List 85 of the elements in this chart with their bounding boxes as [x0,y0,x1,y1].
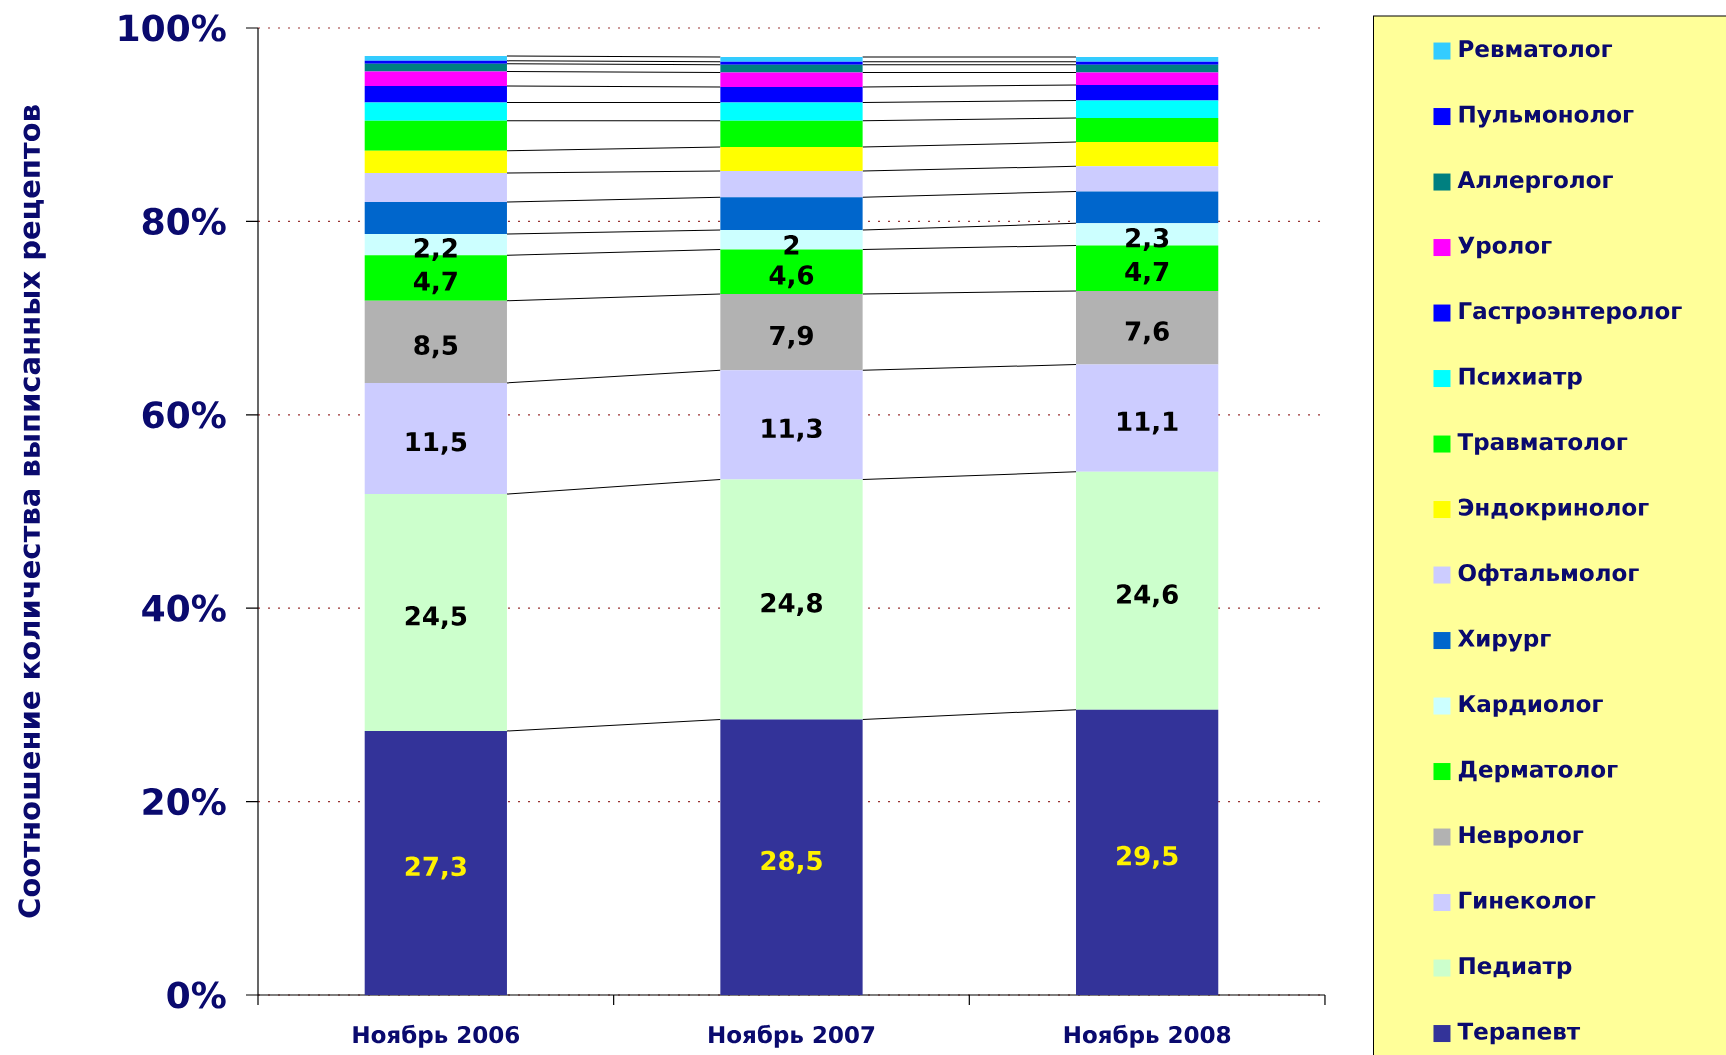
data-label: 24,5 [405,606,467,630]
bar [720,61,863,65]
bar [720,57,863,62]
y-tick-label: 20% [143,787,226,816]
bar [1076,72,1219,86]
data-label: 4,6 [769,265,814,289]
legend-label: Гастроэнтеролог [1459,302,1682,324]
legend-label: Эндокринолог [1458,498,1649,521]
bar [1076,57,1219,62]
y-tick-label: 0% [167,981,226,1009]
bar [364,63,507,72]
data-label: 28,5 [761,850,822,874]
legend-label: Хирург [1457,629,1551,652]
data-label: 4,7 [1125,261,1169,285]
data-label: 27,3 [405,856,466,880]
bar [364,300,507,383]
bar [364,202,507,234]
y-tick-label: 100% [119,14,226,42]
x-tick-label: Ноябрь 2006 [353,1024,520,1048]
x-tick-label: Ноябрь 2008 [1064,1024,1231,1048]
bar [1076,85,1219,101]
x-tick-label: Ноябрь 2007 [709,1024,875,1048]
bar [1076,61,1219,65]
bar [364,173,507,203]
data-label: 29,5 [1117,845,1178,869]
bar [720,86,863,103]
bar [720,479,863,720]
legend-label: Офтальмолог [1458,563,1639,586]
data-label: 11,3 [762,418,822,442]
bar [720,120,863,147]
bar [720,146,863,172]
legend-label: Дерматолог [1458,760,1618,783]
bar [1076,364,1219,472]
data-label: 4,7 [413,271,457,295]
bar [364,731,507,995]
bar [1076,191,1219,224]
bar [1076,64,1219,73]
y-axis-title: Соотношение количества выписанных рецептов [18,105,46,918]
bar [364,120,507,151]
bar [720,293,863,371]
y-tick-label: 80% [142,207,226,235]
data-label: 11,1 [1118,411,1178,435]
legend-label: Невролог [1459,826,1584,848]
bar [364,382,507,495]
bar [364,86,507,103]
bar [720,370,863,480]
data-label: 7,6 [1125,321,1169,345]
data-label: 24,6 [1117,584,1178,608]
bar [1076,117,1219,143]
legend-label: Гинеколог [1459,891,1596,909]
data-label: 24,8 [761,592,822,616]
bar [720,64,863,73]
legend-label: Аллерголог [1457,171,1613,193]
bar [720,171,863,198]
bar [1076,291,1219,365]
legend-label: Педиатр [1459,957,1572,979]
legend-label: Кардиолог [1459,695,1603,717]
bar [364,71,507,87]
bar [364,150,507,174]
legend-label: Уролог [1458,236,1552,259]
legend-label: Терапевт [1457,1022,1581,1045]
bar [720,102,863,121]
y-tick-label: 40% [142,594,226,622]
data-label: 8,5 [414,335,458,359]
data-label: 7,9 [770,325,813,349]
legend-label: Ревматолог [1459,40,1613,58]
data-label: 2 [784,235,799,255]
data-label: 2,3 [1126,227,1169,251]
y-tick-label: 60% [142,401,226,429]
legend-label: Травматолог [1457,433,1628,455]
bar [364,494,507,732]
bar [1076,100,1219,118]
legend-label: Пульмонолог [1459,105,1634,128]
legend-label: Психиатр [1459,367,1582,390]
bar [1076,166,1219,192]
data-label: 11,5 [406,432,467,455]
bar [1076,471,1219,710]
bar [364,60,507,64]
bar [364,102,507,121]
bar [720,719,863,995]
bar [364,56,507,61]
bar [1076,709,1219,995]
bar [1076,142,1219,167]
bar [720,72,863,87]
bar [720,197,863,231]
